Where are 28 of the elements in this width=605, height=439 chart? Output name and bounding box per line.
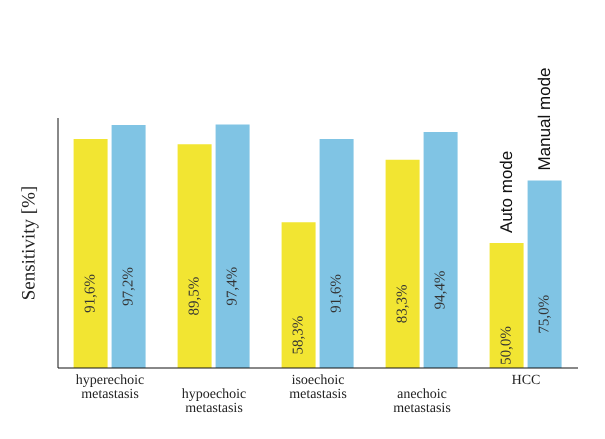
data-label: 83,3% [394,284,411,324]
bar [320,139,354,368]
text: Manual mode [535,67,554,170]
x-tick-label: isoechoic metastasis [289,373,347,402]
x-tick-label: HCC [512,373,540,388]
data-label: 91,6% [82,274,99,313]
data-label: 75,0% [536,294,553,334]
data-label: 91,6% [328,274,345,313]
data-label: 97,4% [224,266,241,306]
bar [386,160,420,368]
x-tick-label: hypoechoic metastasis [182,387,246,416]
y-axis-title: Sensitivity [%] [18,186,40,300]
data-label: 58,3% [290,316,307,354]
bar [112,125,146,368]
bar [216,124,250,368]
data-label: 50,0% [498,326,515,365]
data-label: 94,4% [432,270,449,310]
bar [424,132,458,368]
data-label: 89,5% [186,276,203,316]
bar [490,243,524,368]
bar [178,144,212,368]
text: Auto mode [497,150,516,233]
x-tick-label: anechoic metastasis [393,387,451,416]
x-tick-label: hyperechoic metastasis [76,373,144,402]
bar [74,139,108,368]
bar [282,222,316,368]
data-label: 97,2% [120,267,137,306]
bar [528,180,562,368]
